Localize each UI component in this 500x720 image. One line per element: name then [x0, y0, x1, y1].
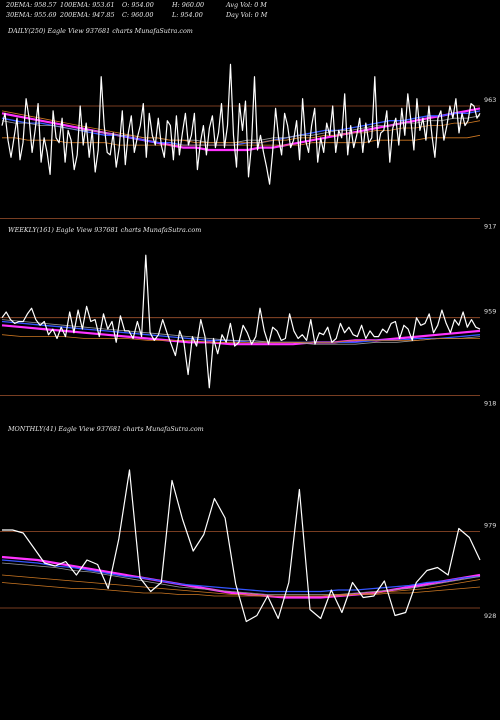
- monthly-ema-line-5: [1, 582, 481, 597]
- monthly-ema-line-1: [1, 555, 481, 599]
- header-row-2: 30EMA: 955.69 200EMA: 947.85 C: 960.00 L…: [0, 11, 500, 21]
- avg-vol-value: Avg Vol: 0 M: [226, 1, 267, 9]
- monthly-ytick-label-1: 928: [484, 612, 496, 620]
- low-value: L: 954.00: [172, 11, 203, 19]
- monthly-ema-line-4: [1, 574, 481, 597]
- monthly-ema-line-2: [1, 559, 481, 593]
- weekly-ytick-label-1: 918: [484, 399, 496, 407]
- weekly-ema-line-4: [1, 334, 480, 343]
- monthly-panel-title: MONTHLY(41) Eagle View 937681 charts Mun…: [8, 425, 204, 433]
- header-row-1: 20EMA: 958.57 100EMA: 953.61 O: 954.00 H…: [0, 1, 500, 11]
- weekly-price-line: [1, 254, 481, 389]
- daily-ytick-label-1: 917: [484, 222, 496, 230]
- high-value: H: 960.00: [172, 1, 205, 9]
- ema30-value: 30EMA: 955.69: [6, 11, 57, 19]
- monthly-ema-line-3: [1, 562, 481, 595]
- daily-ytick-label-0: 963: [484, 96, 496, 104]
- weekly-ema-line-1: [1, 324, 481, 346]
- monthly-price-line: [2, 469, 481, 623]
- daily-ema-line-5: [2, 134, 481, 146]
- ema100-value: 100EMA: 953.61: [60, 1, 115, 9]
- weekly-panel-title: WEEKLY(161) Eagle View 937681 charts Mun…: [8, 226, 202, 234]
- monthly-ytick-label-0: 979: [484, 522, 496, 530]
- close-value: C: 960.00: [122, 11, 154, 19]
- ema200-value: 200EMA: 947.85: [60, 11, 115, 19]
- open-value: O: 954.00: [122, 1, 154, 9]
- ema20-value: 20EMA: 958.57: [6, 1, 57, 9]
- weekly-ytick-label-0: 959: [484, 308, 496, 316]
- daily-price-line: [1, 63, 481, 185]
- day-vol-value: Day Vol: 0 M: [226, 11, 268, 19]
- daily-panel-title: DAILY(250) Eagle View 937681 charts Muna…: [8, 27, 193, 35]
